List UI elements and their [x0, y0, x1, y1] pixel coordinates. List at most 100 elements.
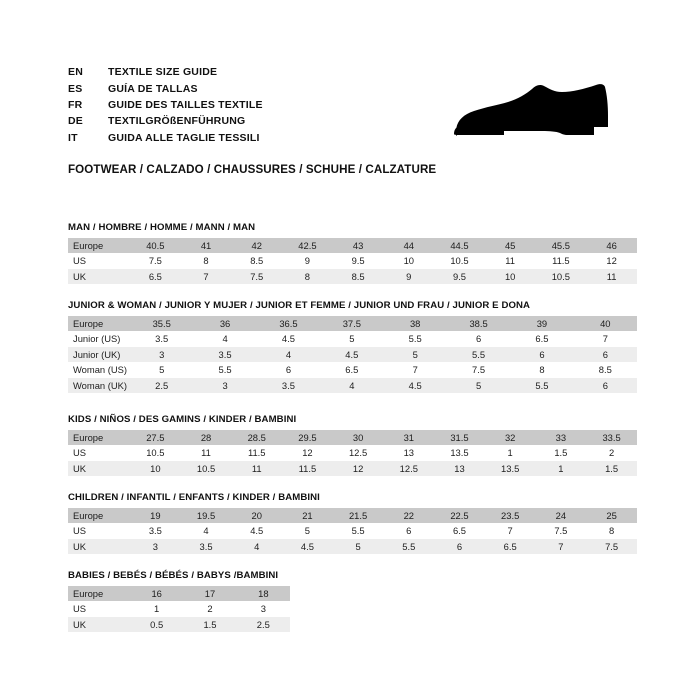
size-cell: 7.5 — [586, 538, 637, 555]
row-label: Junior (US) — [68, 331, 130, 347]
size-cell: 10 — [484, 268, 536, 285]
size-cell: 31 — [383, 430, 435, 446]
row-label: UK — [68, 460, 130, 477]
table-header-row: Europe 35.5 36 36.5 37.5 38 38.5 39 40 — [68, 316, 637, 332]
table-row: Woman (US) 5 5.5 6 6.5 7 7.5 8 8.5 — [68, 362, 637, 378]
size-cell: 4 — [320, 377, 384, 394]
size-cell: 11 — [484, 253, 536, 269]
size-cell: 1 — [484, 445, 536, 461]
table-row: UK 10 10.5 11 11.5 12 12.5 13 13.5 1 1.5 — [68, 460, 637, 477]
size-cell: 13.5 — [484, 460, 536, 477]
table-row: UK 3 3.5 4 4.5 5 5.5 6 6.5 7 7.5 — [68, 538, 637, 555]
size-cell: 33.5 — [586, 430, 637, 446]
row-label: US — [68, 445, 130, 461]
table-row: US 3.5 4 4.5 5 5.5 6 6.5 7 7.5 8 — [68, 523, 637, 539]
size-cell: 12 — [332, 460, 384, 477]
size-cell: 10.5 — [130, 445, 181, 461]
language-row: IT GUIDA ALLE TAGLIE TESSILI — [68, 130, 428, 146]
size-cell: 22.5 — [434, 508, 485, 524]
size-cell: 30 — [332, 430, 384, 446]
size-cell: 11.5 — [535, 253, 587, 269]
language-code: IT — [68, 131, 78, 144]
size-cell: 22 — [383, 508, 435, 524]
table-row: Woman (UK) 2.5 3 3.5 4 4.5 5 5.5 6 — [68, 377, 637, 394]
table-header-row: Europe 16 17 18 — [68, 586, 290, 602]
size-cell: 11.5 — [231, 445, 283, 461]
section-title: KIDS / NIÑOS / DES GAMINS / KINDER / BAM… — [68, 414, 297, 425]
size-cell: 13.5 — [434, 445, 485, 461]
row-label: Europe — [68, 316, 130, 332]
size-cell: 23.5 — [484, 508, 536, 524]
size-cell: 12 — [586, 253, 637, 269]
section-title: MAN / HOMBRE / HOMME / MANN / MAN — [68, 222, 256, 233]
size-cell: 8 — [180, 253, 232, 269]
size-cell: 8.5 — [231, 253, 283, 269]
language-guide-title: GUÍA DE TALLAS — [108, 82, 198, 95]
size-cell: 11 — [586, 268, 637, 285]
size-cell: 35.5 — [130, 316, 194, 332]
size-cell: 6 — [434, 538, 485, 555]
size-cell: 11 — [231, 460, 283, 477]
size-cell: 36.5 — [256, 316, 321, 332]
size-cell: 4 — [231, 538, 283, 555]
size-cell: 18 — [236, 586, 290, 602]
size-table: Europe 16 17 18 US 1 2 3 UK 0.5 1.5 2.5 — [68, 586, 290, 633]
size-cell: 40.5 — [130, 238, 181, 254]
size-cell: 39 — [510, 316, 574, 332]
size-cell: 0.5 — [130, 616, 184, 633]
language-title-block: EN TEXTILE SIZE GUIDE ES GUÍA DE TALLAS FR GU… — [68, 64, 428, 146]
table-row: Junior (UK) 3 3.5 4 4.5 5 5.5 6 6 — [68, 346, 637, 363]
size-cell: 21 — [282, 508, 333, 524]
size-cell: 5.5 — [383, 538, 435, 555]
row-label: Europe — [68, 586, 130, 602]
size-cell: 11.5 — [282, 460, 333, 477]
size-cell: 3.5 — [130, 523, 181, 539]
language-row: EN TEXTILE SIZE GUIDE — [68, 64, 428, 80]
size-cell: 42 — [231, 238, 283, 254]
size-section: KIDS / NIÑOS / DES GAMINS / KINDER / BAM… — [68, 414, 637, 477]
size-cell: 7 — [383, 362, 447, 378]
size-cell: 25 — [586, 508, 637, 524]
size-cell: 1.5 — [183, 616, 237, 633]
size-cell: 5.5 — [332, 523, 384, 539]
row-label: US — [68, 253, 130, 269]
row-label: Junior (UK) — [68, 346, 130, 363]
size-cell: 38.5 — [446, 316, 511, 332]
language-code: ES — [68, 82, 83, 95]
size-cell: 6 — [446, 331, 511, 347]
table-row: US 1 2 3 — [68, 601, 290, 617]
language-guide-title: TEXTILGRÖßENFÜHRUNG — [108, 115, 246, 128]
size-cell: 8.5 — [573, 362, 637, 378]
size-cell: 4 — [193, 331, 257, 347]
row-label: Woman (UK) — [68, 377, 130, 394]
size-cell: 6.5 — [484, 538, 536, 555]
section-title: JUNIOR & WOMAN / JUNIOR Y MUJER / JUNIOR… — [68, 300, 531, 311]
size-cell: 6 — [573, 377, 637, 394]
size-cell: 38 — [383, 316, 447, 332]
size-cell: 1.5 — [535, 445, 587, 461]
size-cell: 5.5 — [446, 346, 511, 363]
size-cell: 5 — [332, 538, 384, 555]
table-row: Junior (US) 3.5 4 4.5 5 5.5 6 6.5 7 — [68, 331, 637, 347]
size-cell: 44 — [383, 238, 435, 254]
size-cell: 37.5 — [320, 316, 384, 332]
size-cell: 5 — [320, 331, 384, 347]
language-row: FR GUIDE DES TAILLES TEXTILE — [68, 97, 428, 113]
section-title: BABIES / BEBÉS / BÉBÉS / BABYS /BAMBINI — [68, 570, 279, 581]
size-cell: 42.5 — [282, 238, 333, 254]
size-cell: 6 — [510, 346, 574, 363]
size-cell: 13 — [383, 445, 435, 461]
size-cell: 5 — [446, 377, 511, 394]
size-cell: 24 — [535, 508, 587, 524]
size-cell: 7.5 — [535, 523, 587, 539]
size-cell: 2 — [183, 601, 237, 617]
language-code: FR — [68, 98, 83, 111]
size-cell: 12 — [282, 445, 333, 461]
size-cell: 10.5 — [535, 268, 587, 285]
size-cell: 29.5 — [282, 430, 333, 446]
size-cell: 45 — [484, 238, 536, 254]
table-row: UK 0.5 1.5 2.5 — [68, 616, 290, 633]
dress-shoe-icon — [444, 78, 620, 148]
row-label: Woman (US) — [68, 362, 130, 378]
size-cell: 10 — [130, 460, 181, 477]
